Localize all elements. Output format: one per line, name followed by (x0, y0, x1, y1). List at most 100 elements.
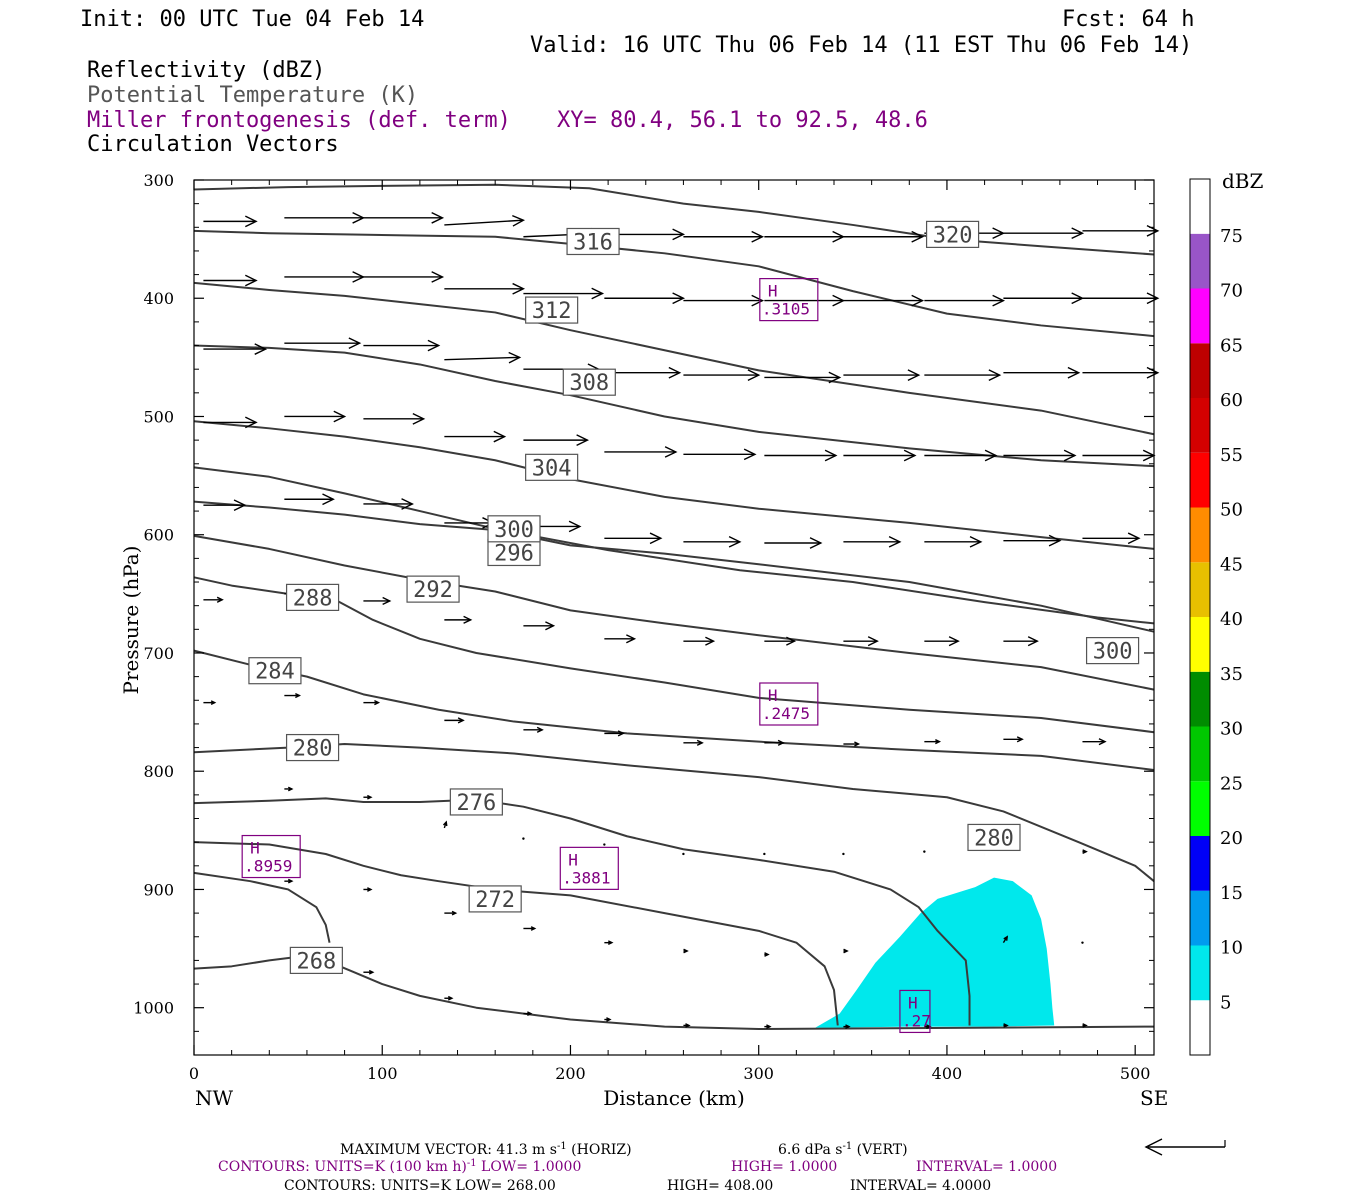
circulation-vector (363, 969, 375, 975)
circulation-vector (523, 434, 590, 446)
colorbar-swatch (1190, 617, 1210, 672)
circulation-vector (924, 294, 1006, 307)
contour-label-box (285, 733, 340, 762)
y-tick-label: 500 (143, 407, 174, 426)
circulation-vector (444, 615, 473, 624)
colorbar-level-label: 40 (1220, 609, 1243, 630)
contour-label: 316 (573, 230, 613, 255)
circulation-vector (604, 1017, 612, 1022)
circulation-vector (444, 995, 454, 1001)
circulation-vector (764, 636, 797, 646)
x-tick-label: 300 (743, 1064, 774, 1083)
circulation-vector (444, 351, 522, 364)
circulation-vector (924, 535, 983, 548)
circulation-vector (523, 621, 556, 631)
circulation-vector (683, 448, 757, 461)
colorbar-swatch (1190, 1000, 1210, 1055)
circulation-vector (203, 499, 247, 512)
circulation-vector (842, 852, 845, 856)
y-axis-label: Pressure (hPa) (119, 546, 143, 695)
forecast-hour: Fcst: 64 h (1062, 7, 1194, 32)
theta-contour-line (193, 500, 1155, 633)
circulation-vector (1003, 449, 1077, 462)
circulation-vector (683, 369, 761, 381)
colorbar-level-label: 35 (1220, 664, 1243, 685)
circulation-vector (284, 337, 362, 350)
circulation-vector (363, 211, 445, 224)
x-tick-label: 100 (367, 1064, 398, 1083)
colorbar-level-label: 15 (1220, 883, 1243, 904)
field-label-theta: Potential Temperature (K) (87, 83, 418, 108)
colorbar-level-label: 5 (1220, 992, 1231, 1013)
circulation-vector (203, 274, 258, 287)
colorbar-swatch (1190, 288, 1210, 344)
circulation-vector (363, 498, 414, 510)
fronto-contour-units: CONTOURS: UNITS=K (100 km h) (218, 1159, 467, 1175)
x-tick-label: 400 (932, 1064, 963, 1083)
circulation-vector (683, 230, 765, 243)
circulation-vector (682, 852, 685, 856)
fronto-max-label: H (768, 686, 778, 705)
circulation-vector (604, 634, 637, 644)
y-tick-label: 300 (143, 171, 174, 190)
max-vector-horiz: MAXIMUM VECTOR: 41.3 m s (340, 1142, 557, 1158)
theta-contour-line (193, 841, 839, 1026)
y-tick-label: 700 (143, 644, 174, 663)
circulation-vector (924, 636, 960, 647)
circulation-vector (1081, 941, 1084, 944)
theta-contour-line (193, 743, 1155, 882)
circulation-vector (363, 271, 445, 283)
fronto-contour-info: CONTOURS: UNITS=K (100 km h)-1 LOW= 1.00… (218, 1158, 581, 1176)
circulation-vector (523, 1011, 533, 1016)
circulation-vector (442, 820, 448, 829)
contour-label-box (967, 823, 1021, 852)
colorbar-swatch (1190, 945, 1210, 1001)
contour-label: 284 (255, 660, 295, 685)
fronto-contour-high: HIGH= 1.0000 (731, 1159, 837, 1175)
colorbar-level-label: 25 (1220, 773, 1243, 794)
x-axis-label: Distance (km) (603, 1086, 745, 1110)
circulation-vector (764, 1024, 772, 1029)
circulation-vector (203, 416, 258, 429)
circulation-vector (1003, 227, 1085, 240)
reflectivity-layer (815, 877, 1055, 1028)
circulation-vector (284, 493, 335, 506)
circulation-vector (683, 1023, 691, 1028)
fronto-max-value: .8959 (244, 857, 292, 876)
fronto-max-label: H (768, 282, 778, 301)
y-tick-label: 1000 (133, 999, 174, 1018)
theta-contour-interval: INTERVAL= 4.0000 (850, 1178, 991, 1194)
field-label-reflectivity: Reflectivity (dBZ) (87, 58, 325, 83)
circulation-vector (363, 794, 373, 800)
circulation-vector (363, 887, 373, 892)
max-vector-vert: 6.6 dPa s-1 (VERT) (778, 1141, 908, 1159)
y-tick-label: 900 (143, 880, 174, 899)
frontogenesis-max-marker: H.3105 (759, 278, 819, 322)
colorbar-level-label: 50 (1220, 500, 1243, 521)
contour-label-box (285, 583, 340, 611)
circulation-vector (203, 343, 268, 355)
contour-label: 300 (494, 518, 534, 543)
circulation-vector (683, 636, 716, 646)
circulation-vector (444, 214, 526, 227)
circulation-vector (1003, 534, 1062, 547)
circulation-vector (523, 287, 605, 300)
circulation-vector (284, 786, 294, 792)
contour-label: 312 (532, 299, 572, 324)
y-tick-label: 800 (143, 762, 174, 781)
circulation-vector (444, 282, 526, 295)
contour-label: 288 (293, 586, 333, 611)
cross-section-endpoints: XY= 80.4, 56.1 to 92.5, 48.6 (557, 108, 928, 133)
colorbar-level-label: 20 (1220, 828, 1243, 849)
circulation-vector (683, 294, 765, 307)
colorbar-swatch (1190, 452, 1210, 508)
circulation-vector (924, 449, 998, 462)
circulation-vector (764, 537, 823, 549)
fronto-contour-low: LOW= 1.0000 (477, 1159, 582, 1175)
circulation-vector (203, 215, 258, 228)
circulation-vector (363, 339, 441, 352)
reflectivity-area (815, 877, 1055, 1028)
